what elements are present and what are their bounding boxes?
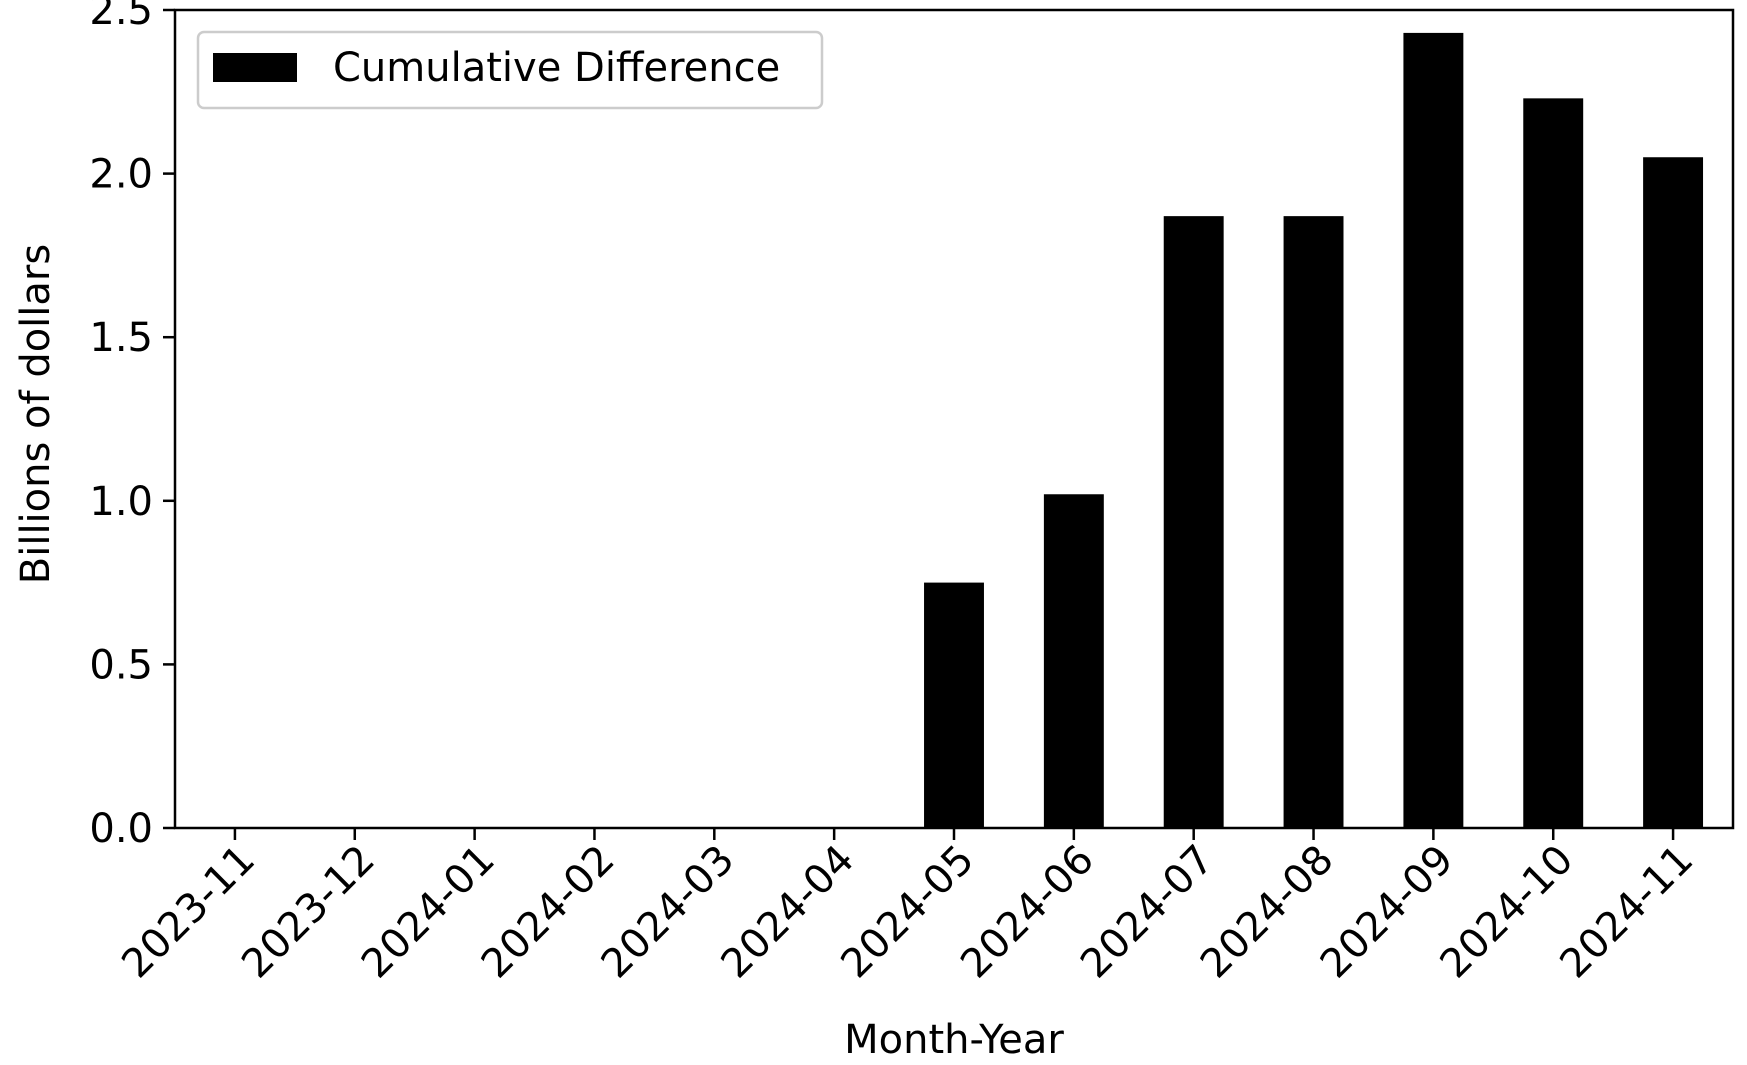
x-tick-label: 2024-01 — [353, 837, 504, 988]
x-tick-label: 2024-11 — [1551, 837, 1702, 988]
x-axis: 2023-112023-122024-012024-022024-032024-… — [113, 828, 1702, 987]
x-axis-title: Month-Year — [844, 1017, 1064, 1063]
bar-2024-11 — [1643, 157, 1704, 829]
x-tick-label: 2024-10 — [1432, 837, 1583, 988]
y-tick-label: 1.0 — [89, 479, 153, 525]
x-tick-label: 2024-06 — [952, 837, 1103, 988]
x-tick-label: 2024-07 — [1072, 837, 1223, 988]
bar-2024-07 — [1163, 216, 1224, 829]
bar-2024-08 — [1283, 216, 1344, 829]
y-tick-label: 1.5 — [89, 315, 153, 361]
legend: Cumulative Difference — [196, 30, 824, 110]
x-tick-label: 2024-05 — [832, 837, 983, 988]
bar-2024-10 — [1523, 98, 1584, 829]
x-tick-label: 2024-09 — [1312, 837, 1463, 988]
y-tick-label: 2.0 — [89, 152, 153, 198]
x-tick-label: 2024-03 — [593, 837, 744, 988]
x-tick-label: 2024-02 — [473, 837, 624, 988]
y-axis-title: Billions of dollars — [13, 244, 59, 584]
y-tick-label: 0.5 — [89, 642, 153, 688]
legend-label: Cumulative Difference — [333, 45, 780, 91]
bar-2024-09 — [1403, 32, 1464, 829]
bar-2024-06 — [1043, 494, 1104, 828]
bar-2024-05 — [924, 582, 984, 828]
legend-box — [196, 30, 824, 110]
x-tick-label: 2024-08 — [1192, 837, 1343, 988]
bars-layer — [924, 32, 1704, 829]
y-tick-label: 0.0 — [89, 806, 153, 852]
y-tick-label: 2.5 — [89, 0, 153, 34]
x-tick-label: 2023-11 — [113, 837, 264, 988]
x-tick-label: 2024-04 — [713, 837, 864, 988]
legend-swatch — [213, 53, 297, 82]
y-axis: 0.0 0.5 1.0 1.5 2.0 2.5 — [89, 0, 175, 852]
x-tick-label: 2023-12 — [233, 837, 384, 988]
plot-frame — [173, 8, 1735, 830]
